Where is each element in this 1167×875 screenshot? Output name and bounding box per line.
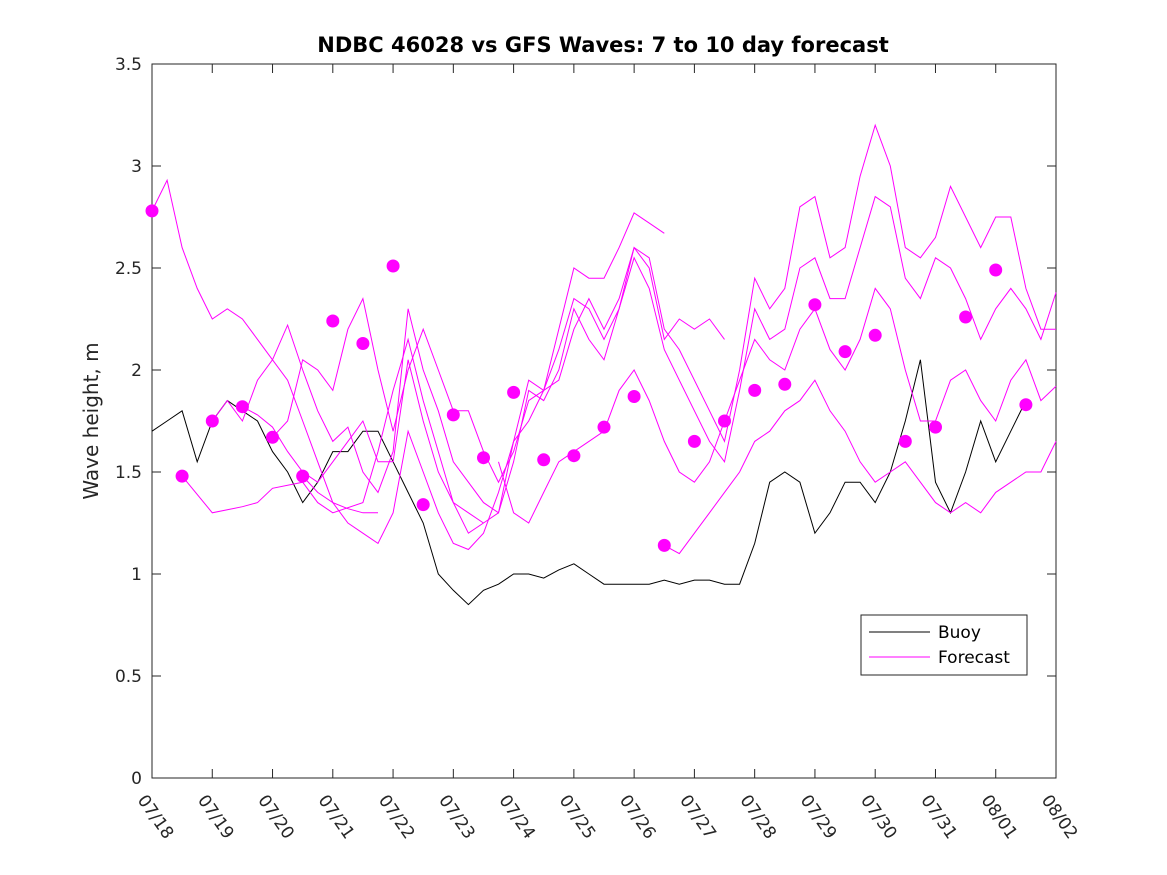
legend-label-buoy: Buoy xyxy=(938,623,981,643)
y-tick-label: 3 xyxy=(131,157,142,177)
forecast-marker xyxy=(929,420,942,434)
forecast-marker xyxy=(326,314,340,328)
y-axis: 0 0.5 1 1.5 2 2.5 3 3.5 xyxy=(115,55,1056,789)
forecast-marker xyxy=(1019,398,1033,412)
forecast-marker xyxy=(205,414,219,428)
forecast-marker xyxy=(296,469,310,483)
forecast-marker xyxy=(718,414,731,428)
legend-box xyxy=(860,614,1028,676)
forecast-marker xyxy=(567,449,581,463)
y-tick-label: 3.5 xyxy=(115,55,142,75)
forecast-marker xyxy=(477,451,490,465)
forecast-marker xyxy=(868,328,882,342)
forecast-marker xyxy=(627,390,641,403)
forecast-marker xyxy=(266,430,279,444)
forecast-marker xyxy=(838,345,852,359)
forecast-marker xyxy=(898,434,912,448)
series-layer xyxy=(145,123,1057,606)
forecast-marker xyxy=(537,453,551,467)
forecast-series-line-7 xyxy=(498,287,1057,524)
forecast-marker xyxy=(808,298,822,312)
plot-area: 00.511.522.533.5 07/18 07/19 07/20 07/21 07/… xyxy=(115,55,1081,843)
y-tick-label: 1.5 xyxy=(115,463,142,483)
legend: Buoy Forecast xyxy=(860,614,1028,676)
forecast-marker xyxy=(959,310,973,324)
forecast-series-line-8 xyxy=(664,379,1057,555)
forecast-marker xyxy=(446,408,460,422)
forecast-marker xyxy=(748,383,762,397)
forecast-marker xyxy=(235,400,249,414)
forecast-marker xyxy=(356,337,370,350)
chart-title: NDBC 46028 vs GFS Waves: 7 to 10 day for… xyxy=(317,33,888,57)
forecast-series-line-1 xyxy=(151,178,378,514)
y-tick-label: 2 xyxy=(131,361,142,381)
forecast-marker xyxy=(386,259,400,273)
forecast-series-line-5 xyxy=(272,123,1056,484)
buoy-series-line xyxy=(151,359,1027,606)
forecast-series-line-6 xyxy=(302,195,1057,551)
forecast-marker xyxy=(416,498,430,512)
forecast-marker xyxy=(989,263,1003,277)
forecast-series-line-4 xyxy=(242,246,725,534)
y-tick-label: 0 xyxy=(131,769,142,789)
y-axis-label: Wave height, m xyxy=(79,342,103,499)
forecast-marker xyxy=(657,538,671,552)
y-tick-label: 1 xyxy=(131,565,142,585)
y-tick-label: 0.5 xyxy=(115,667,142,687)
forecast-marker xyxy=(175,469,189,483)
forecast-series-line-2 xyxy=(181,337,484,524)
forecast-marker xyxy=(778,377,792,391)
legend-label-forecast: Forecast xyxy=(938,648,1010,668)
forecast-marker xyxy=(507,385,521,399)
forecast-marker xyxy=(687,434,701,448)
y-tick-label: 2.5 xyxy=(115,259,142,279)
forecast-marker xyxy=(145,204,159,218)
forecast-marker xyxy=(597,420,611,434)
forecast-series-line-3 xyxy=(211,212,665,514)
